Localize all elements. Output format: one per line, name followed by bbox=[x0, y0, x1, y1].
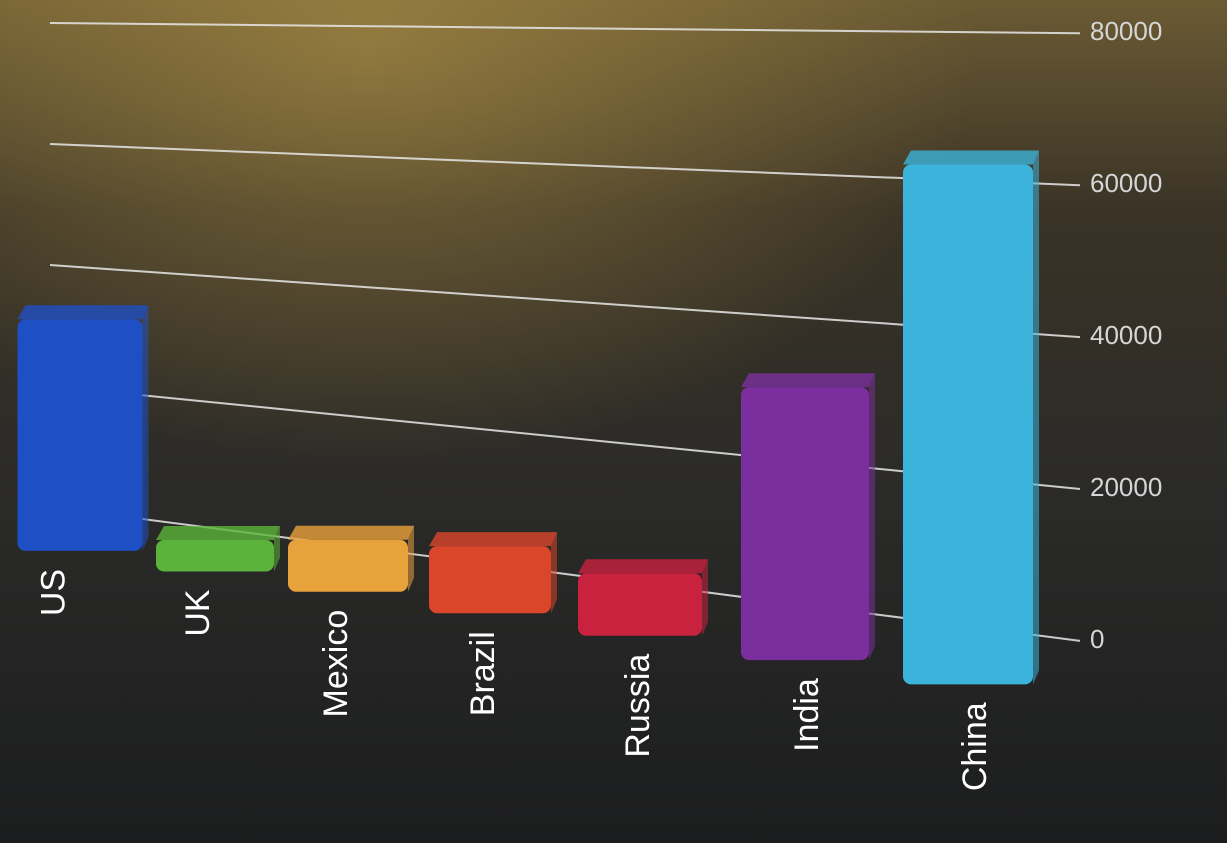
x-tick-label: China bbox=[956, 702, 994, 791]
bar-top bbox=[903, 150, 1039, 165]
bar-top bbox=[156, 525, 280, 540]
bar-top bbox=[17, 305, 149, 320]
x-tick-label: Brazil bbox=[464, 631, 502, 716]
bar-side bbox=[702, 559, 708, 636]
bar bbox=[429, 546, 551, 614]
bar-top bbox=[578, 559, 708, 574]
x-tick-label: Russia bbox=[619, 654, 657, 758]
bar-top bbox=[741, 373, 875, 388]
y-tick-label: 0 bbox=[1090, 624, 1104, 654]
grid-line bbox=[49, 22, 1081, 35]
bar-side bbox=[142, 305, 149, 551]
bar-side bbox=[551, 532, 557, 614]
x-tick-label: Mexico bbox=[317, 610, 355, 718]
bar bbox=[288, 539, 408, 592]
bar-top bbox=[429, 532, 557, 547]
y-tick-label: 80000 bbox=[1090, 16, 1162, 46]
bar bbox=[156, 539, 274, 572]
x-tick-label: US bbox=[34, 569, 72, 616]
bar bbox=[903, 164, 1033, 685]
y-tick-label: 40000 bbox=[1090, 320, 1162, 350]
y-tick-label: 60000 bbox=[1090, 168, 1162, 198]
bar-side bbox=[408, 525, 414, 592]
bar-side bbox=[1033, 150, 1039, 685]
bar bbox=[578, 573, 702, 636]
x-tick-label: UK bbox=[179, 589, 217, 637]
bar bbox=[17, 319, 143, 551]
bar-side bbox=[274, 525, 280, 572]
bar bbox=[741, 387, 869, 661]
x-tick-label: India bbox=[788, 678, 826, 752]
bar-side bbox=[869, 373, 875, 661]
bar-top bbox=[288, 525, 414, 540]
y-tick-label: 20000 bbox=[1090, 472, 1162, 502]
